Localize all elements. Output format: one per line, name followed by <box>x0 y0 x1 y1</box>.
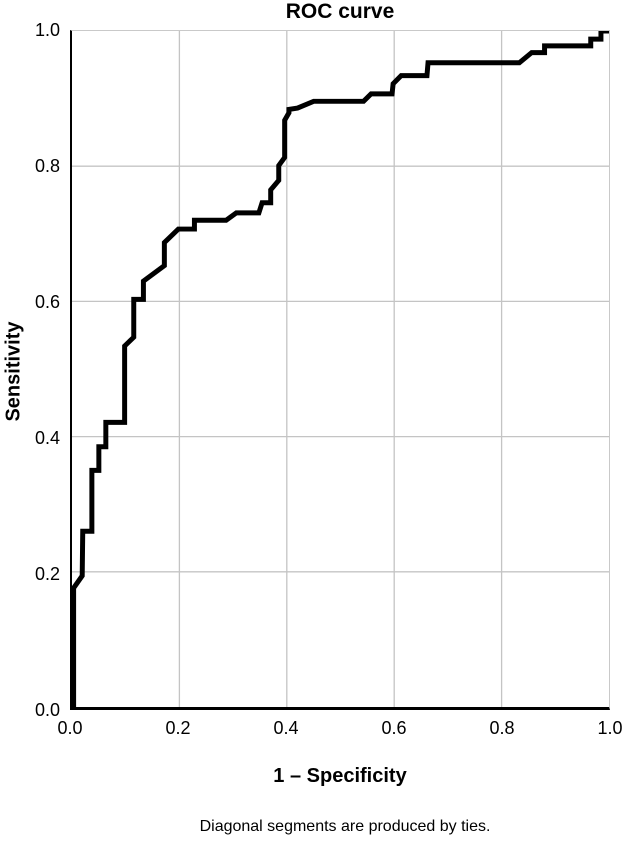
y-tick-label: 0.2 <box>34 564 60 584</box>
y-tick-label: 0.8 <box>34 156 60 176</box>
roc-plot-canvas <box>72 31 609 707</box>
x-tick-label: 0.4 <box>273 718 299 738</box>
x-tick-label: 0.2 <box>165 718 191 738</box>
plot-area <box>70 30 610 710</box>
y-tick-label: 0.0 <box>34 700 60 720</box>
roc-curve-line <box>72 31 609 707</box>
y-axis-title: Sensitivity <box>2 321 25 422</box>
x-axis-title: 1 – Specificity <box>273 765 407 787</box>
chart-title: ROC curve <box>285 0 395 23</box>
x-tick-label: 0.8 <box>489 718 515 738</box>
y-tick-label: 1.0 <box>34 20 60 40</box>
x-tick-label: 0.0 <box>57 718 83 738</box>
x-tick-label: 1.0 <box>597 718 623 738</box>
y-tick-label: 0.4 <box>34 428 60 448</box>
footnote-ties: Diagonal segments are produced by ties. <box>199 818 491 835</box>
x-tick-label: 0.6 <box>381 718 407 738</box>
y-tick-label: 0.6 <box>34 292 60 312</box>
